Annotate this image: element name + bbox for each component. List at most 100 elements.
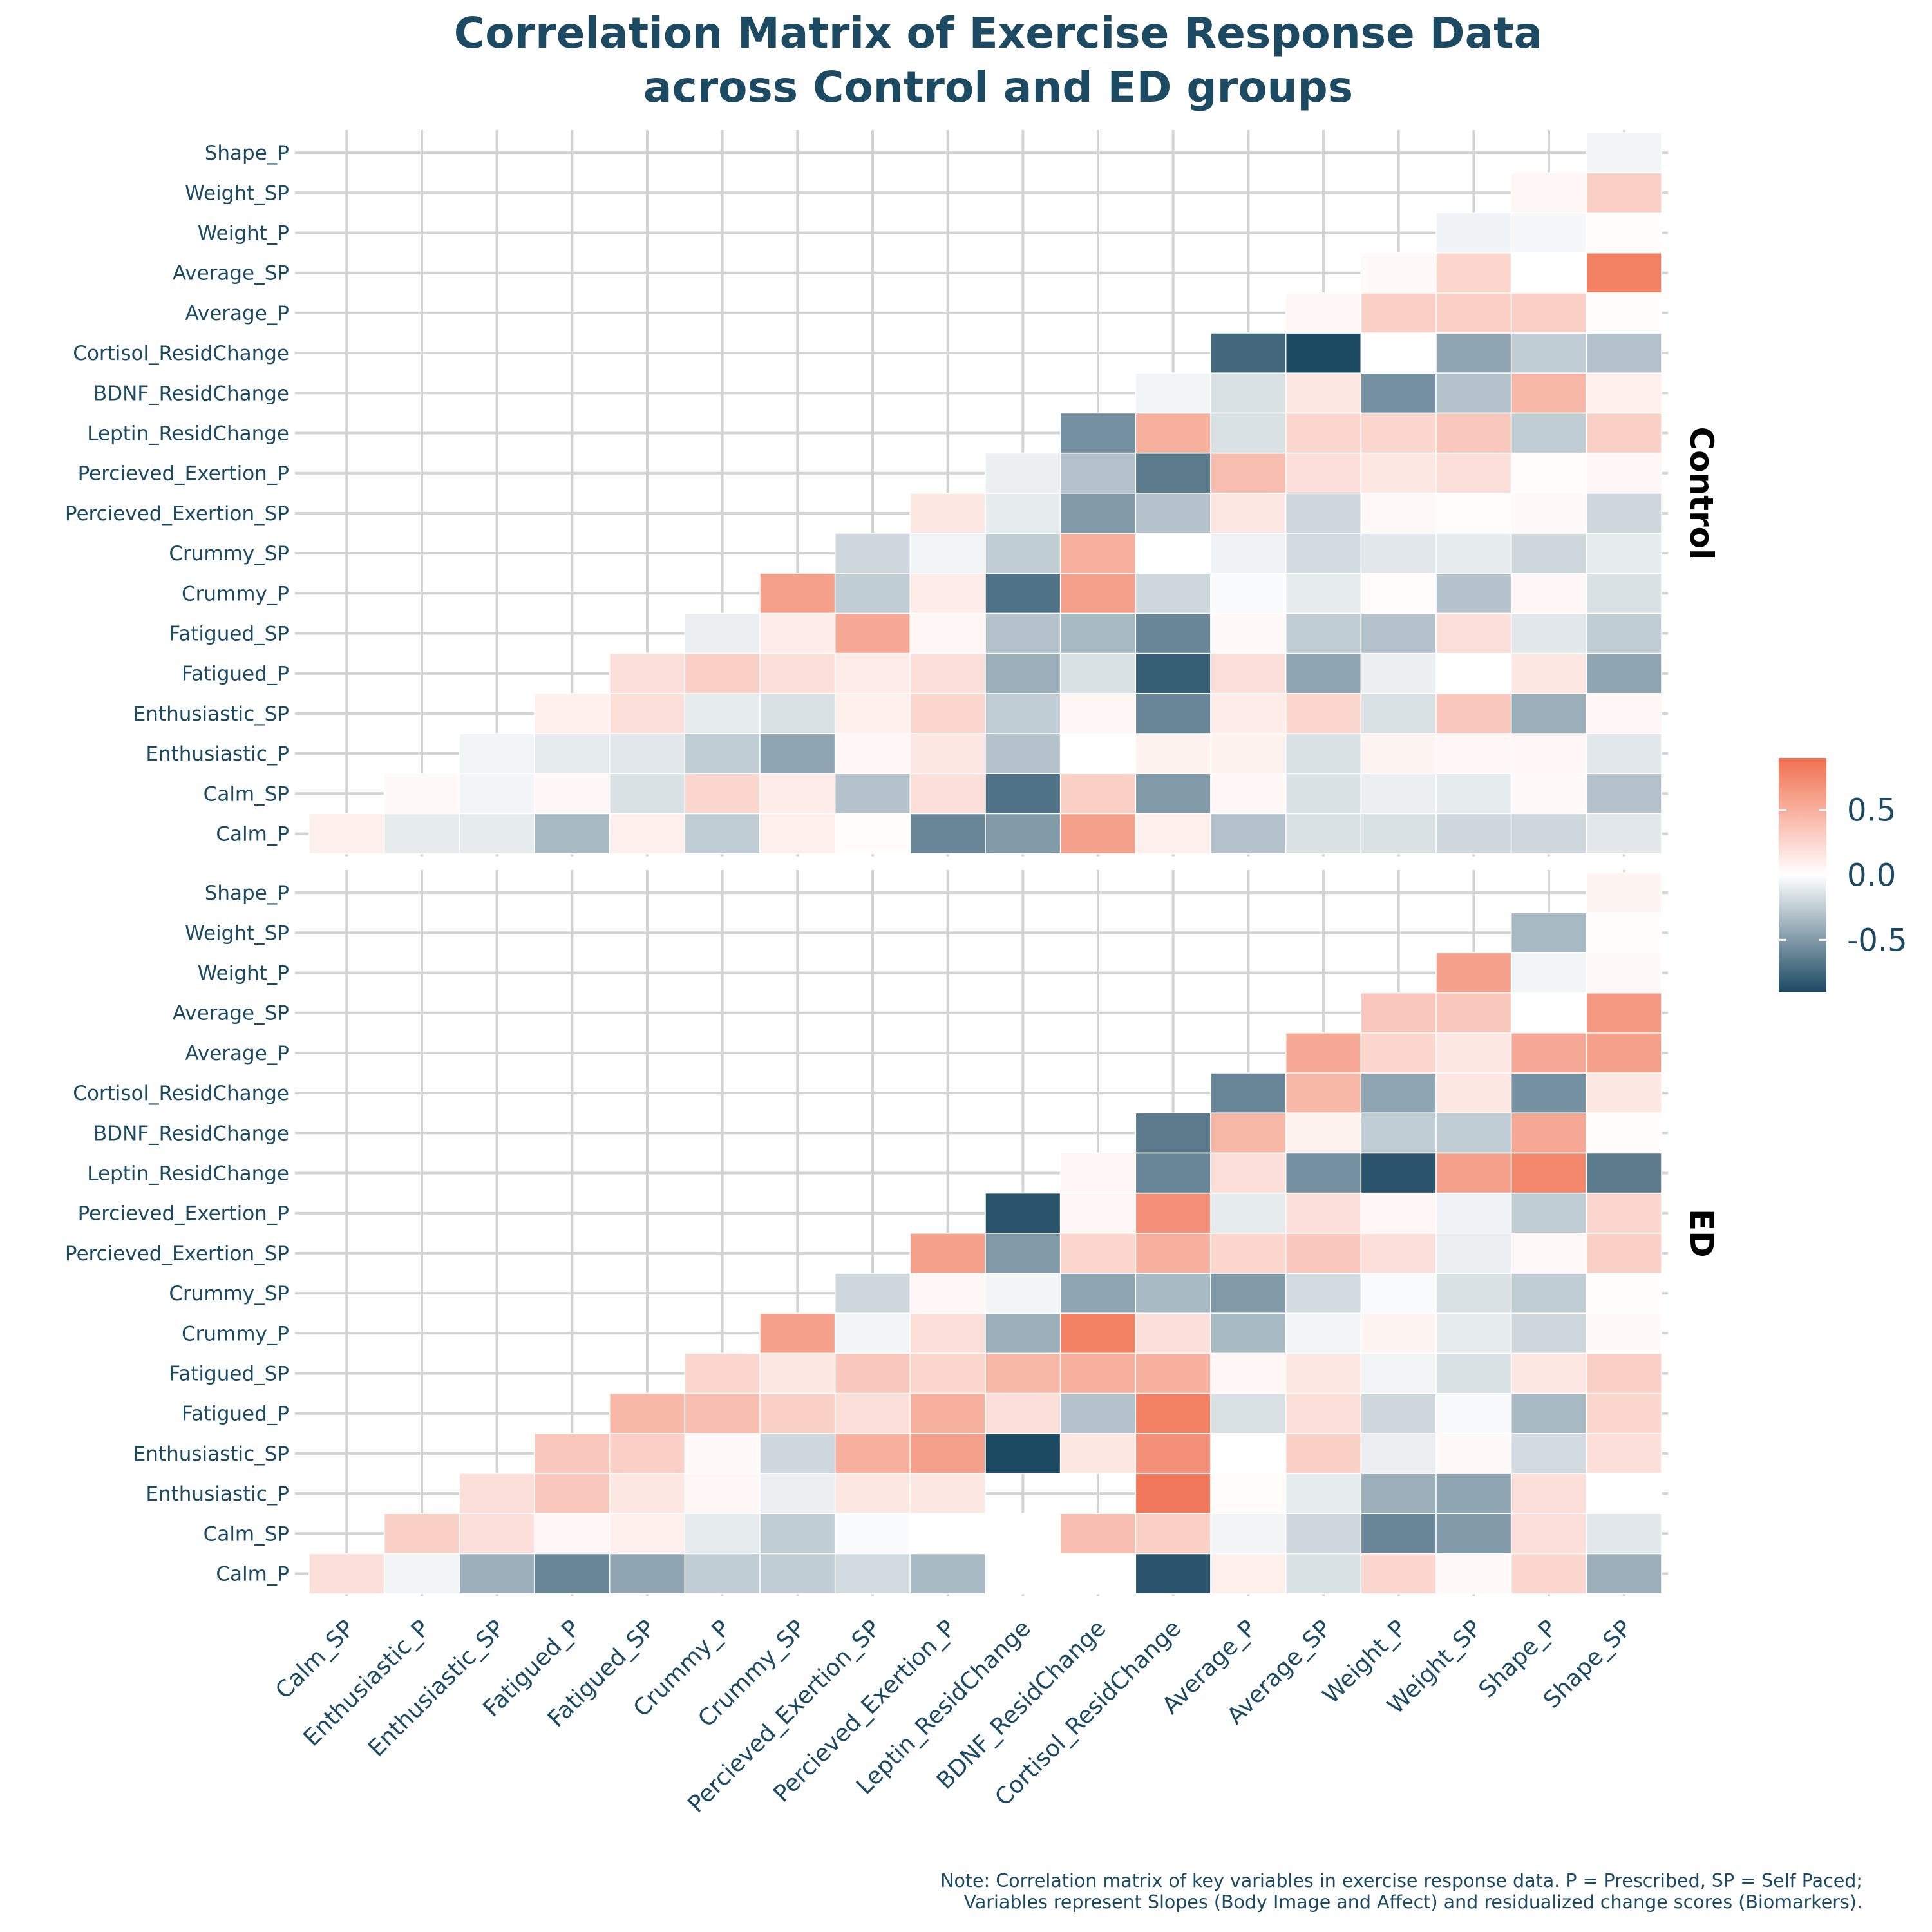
heatmap-cell (459, 813, 535, 855)
heatmap-cell (1210, 612, 1287, 654)
heatmap-cell (985, 1433, 1061, 1474)
heatmap-cell (1135, 412, 1211, 454)
x-tick-label: Enthusiastic_P (299, 1615, 435, 1752)
heatmap-cell (909, 813, 986, 855)
heatmap-cell (1210, 493, 1287, 534)
heatmap-cell (1435, 693, 1512, 734)
heatmap-cell (834, 573, 911, 614)
heatmap-cell (1510, 1152, 1587, 1194)
heatmap-cell (909, 533, 986, 574)
heatmap-cell (1435, 992, 1512, 1034)
heatmap-cell (1285, 1032, 1362, 1074)
y-tick-label: Enthusiastic_SP (133, 1443, 289, 1466)
heatmap-cell (1135, 452, 1211, 494)
facet-label-control: Control (1683, 426, 1720, 560)
heatmap-cell (1360, 1273, 1437, 1314)
y-tick-label: Enthusiastic_P (146, 1482, 289, 1506)
heatmap-cell (834, 1312, 911, 1354)
heatmap-cell (1435, 252, 1512, 294)
heatmap-cell (1586, 132, 1662, 173)
heatmap-cell (383, 1513, 460, 1555)
heatmap-cell (759, 652, 836, 694)
heatmap-cell (1360, 332, 1437, 374)
heatmap-cell (1586, 1233, 1662, 1274)
heatmap-cell (1210, 773, 1287, 815)
heatmap-cell (684, 1513, 761, 1555)
heatmap-cell (1510, 1312, 1587, 1354)
heatmap-cell (1510, 652, 1587, 694)
chart-note-line-2: Variables represent Slopes (Body Image a… (963, 1891, 1862, 1913)
heatmap-cell (1285, 573, 1362, 614)
heatmap-cell (684, 1553, 761, 1595)
heatmap-cell (1586, 652, 1662, 694)
heatmap-cell (609, 693, 686, 734)
heatmap-cell (1360, 693, 1437, 734)
heatmap-cell (1210, 1352, 1287, 1394)
heatmap-cell (534, 773, 611, 815)
heatmap-cell (834, 1473, 911, 1514)
heatmap-cell (759, 573, 836, 614)
heatmap-cell (609, 733, 686, 774)
heatmap-cell (1059, 1152, 1137, 1194)
heatmap-cell (1135, 813, 1211, 855)
heatmap-cell (1586, 1433, 1662, 1474)
heatmap-cell (1360, 1513, 1437, 1555)
heatmap-cell (684, 1352, 761, 1394)
heatmap-cell (1586, 573, 1662, 614)
heatmap-cell (684, 733, 761, 774)
heatmap-cell (1135, 1312, 1211, 1354)
heatmap-cell (1510, 412, 1587, 454)
heatmap-cell (1210, 693, 1287, 734)
heatmap-cell (609, 1392, 686, 1434)
y-tick-label: Calm_SP (204, 782, 289, 806)
heatmap-cell (1285, 1152, 1362, 1194)
heatmap-cell (834, 533, 911, 574)
heatmap-cell (834, 1273, 911, 1314)
heatmap-cell (1586, 372, 1662, 414)
heatmap-cell (1586, 493, 1662, 534)
heatmap-cell (1435, 1312, 1512, 1354)
heatmap-cell (1510, 693, 1587, 734)
heatmap-cell (1059, 1392, 1137, 1434)
y-tick-label: Crummy_SP (169, 1282, 289, 1305)
heatmap-cell (1586, 172, 1662, 214)
heatmap-cell (459, 1513, 535, 1555)
heatmap-cell (1510, 912, 1587, 954)
heatmap-cell (1210, 573, 1287, 614)
heatmap-cell (1135, 1553, 1211, 1595)
heatmap-cell (1210, 1112, 1287, 1154)
heatmap-cell (1285, 292, 1362, 334)
y-tick-label: Calm_SP (204, 1522, 289, 1546)
heatmap-cell (1435, 1192, 1512, 1234)
heatmap-cell (1360, 452, 1437, 494)
heatmap-cell (1510, 612, 1587, 654)
heatmap-cell (1210, 1473, 1287, 1514)
heatmap-panels: Calm_P Calm_SP Enthusiastic_P Enthusiastic_… (65, 130, 1720, 1596)
heatmap-cell (1586, 1513, 1662, 1555)
heatmap-cell (834, 733, 911, 774)
chart-title-line-2: across Control and ED groups (643, 62, 1354, 112)
heatmap-cell (909, 493, 986, 534)
heatmap-cell (1435, 212, 1512, 254)
y-tick-label: Percieved_Exertion_P (78, 1202, 289, 1226)
heatmap-cell (1285, 1112, 1362, 1154)
heatmap-cell (1360, 1192, 1437, 1234)
heatmap-cell (1059, 1312, 1137, 1354)
heatmap-cell (1210, 1312, 1287, 1354)
heatmap-cell (1510, 1473, 1587, 1514)
panel-ed: Calm_P Calm_SP Enthusiastic_P Enthusiastic_… (65, 870, 1720, 1596)
heatmap-cell (534, 1513, 611, 1555)
heatmap-cell (1586, 1392, 1662, 1434)
heatmap-cell (1285, 1352, 1362, 1394)
heatmap-cell (1285, 412, 1362, 454)
heatmap-cell (1435, 733, 1512, 774)
heatmap-cell (909, 1473, 986, 1514)
heatmap-cell (1510, 1513, 1587, 1555)
heatmap-cell (1360, 1352, 1437, 1394)
heatmap-cell (909, 693, 986, 734)
heatmap-cell (1586, 1032, 1662, 1074)
heatmap-cell (1435, 773, 1512, 815)
heatmap-cell (684, 652, 761, 694)
heatmap-cell (1059, 573, 1137, 614)
heatmap-cell (1059, 813, 1137, 855)
